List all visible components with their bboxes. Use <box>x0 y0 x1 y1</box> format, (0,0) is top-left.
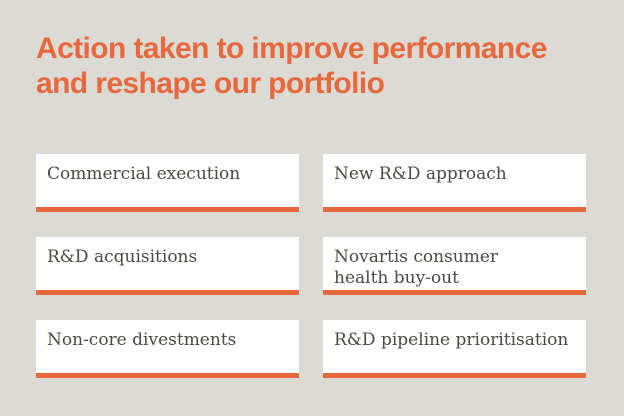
page-title-line1: Action taken to improve performance <box>36 32 547 65</box>
card-rd-acquisitions: R&D acquisitions <box>36 237 299 295</box>
card-label-rd-pipeline-prioritisation: R&D pipeline prioritisation <box>334 330 569 350</box>
card-label-rd-acquisitions: R&D acquisitions <box>47 247 198 267</box>
card-non-core-divestments: Non-core divestments <box>36 320 299 378</box>
card-label-non-core-divestments: Non-core divestments <box>47 330 237 350</box>
card-label-novartis-consumer-health-buy-out: Novartis consumer health buy-out <box>334 247 499 288</box>
card-commercial-execution: Commercial execution <box>36 154 299 212</box>
page-title-line2: and reshape our portfolio <box>36 67 385 100</box>
card-new-rd-approach: New R&D approach <box>323 154 586 212</box>
card-rd-pipeline-prioritisation: R&D pipeline prioritisation <box>323 320 586 378</box>
card-novartis-consumer-health-buy-out: Novartis consumer health buy-out <box>323 237 586 295</box>
card-label-commercial-execution: Commercial execution <box>47 164 241 184</box>
card-grid: Commercial execution New R&D approach R&… <box>36 154 586 378</box>
page-title: Action taken to improve performance and r… <box>36 31 547 101</box>
card-label-new-rd-approach: New R&D approach <box>334 164 507 184</box>
